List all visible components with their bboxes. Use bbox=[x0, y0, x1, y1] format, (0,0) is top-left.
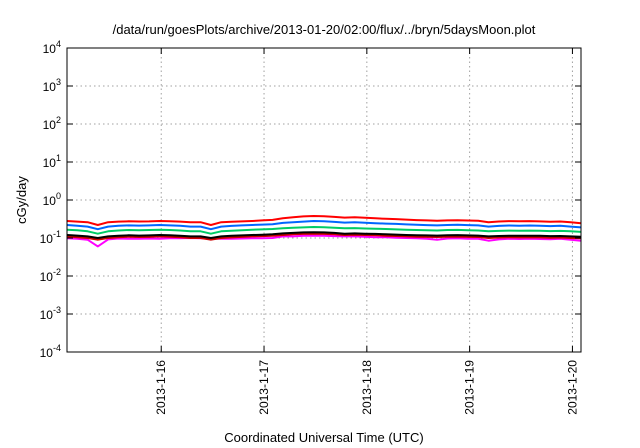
y-tick-label: 102 bbox=[43, 115, 61, 132]
x-tick-label: 2013-1-19 bbox=[463, 360, 477, 415]
series-line-1 bbox=[66, 232, 582, 241]
y-tick-label: 10-4 bbox=[40, 343, 61, 360]
chart-title: /data/run/goesPlots/archive/2013-01-20/0… bbox=[113, 22, 536, 37]
y-tick-label: 101 bbox=[43, 153, 61, 170]
y-tick-label: 104 bbox=[43, 39, 61, 56]
series-group bbox=[66, 215, 582, 248]
y-tick-label: 10-1 bbox=[40, 229, 61, 246]
series-line-5 bbox=[66, 215, 582, 226]
x-tick-label: 2013-1-20 bbox=[565, 360, 579, 415]
x-tick-label: 2013-1-18 bbox=[360, 360, 374, 415]
x-tick-label: 2013-1-17 bbox=[257, 360, 271, 415]
x-axis-label: Coordinated Universal Time (UTC) bbox=[224, 430, 423, 445]
y-axis-label: cGy/day bbox=[14, 176, 29, 224]
series-line-0 bbox=[66, 234, 582, 248]
x-axis: 2013-1-16 2013-1-17 2013-1-18 2013-1-19 2013… bbox=[154, 48, 579, 415]
y-tick-label: 100 bbox=[43, 191, 61, 208]
y-tick-label: 10-3 bbox=[40, 305, 61, 322]
series-line-3 bbox=[66, 226, 582, 235]
y-tick-label: 10-2 bbox=[40, 267, 61, 284]
series-line-2 bbox=[66, 231, 582, 239]
series-line-4 bbox=[66, 220, 582, 231]
x-tick-label: 2013-1-16 bbox=[154, 360, 168, 415]
y-tick-label: 103 bbox=[43, 77, 61, 94]
y-axis: 10-4 10-3 10-2 10-1 100 101 102 103 104 bbox=[40, 39, 581, 360]
grid bbox=[67, 48, 581, 352]
